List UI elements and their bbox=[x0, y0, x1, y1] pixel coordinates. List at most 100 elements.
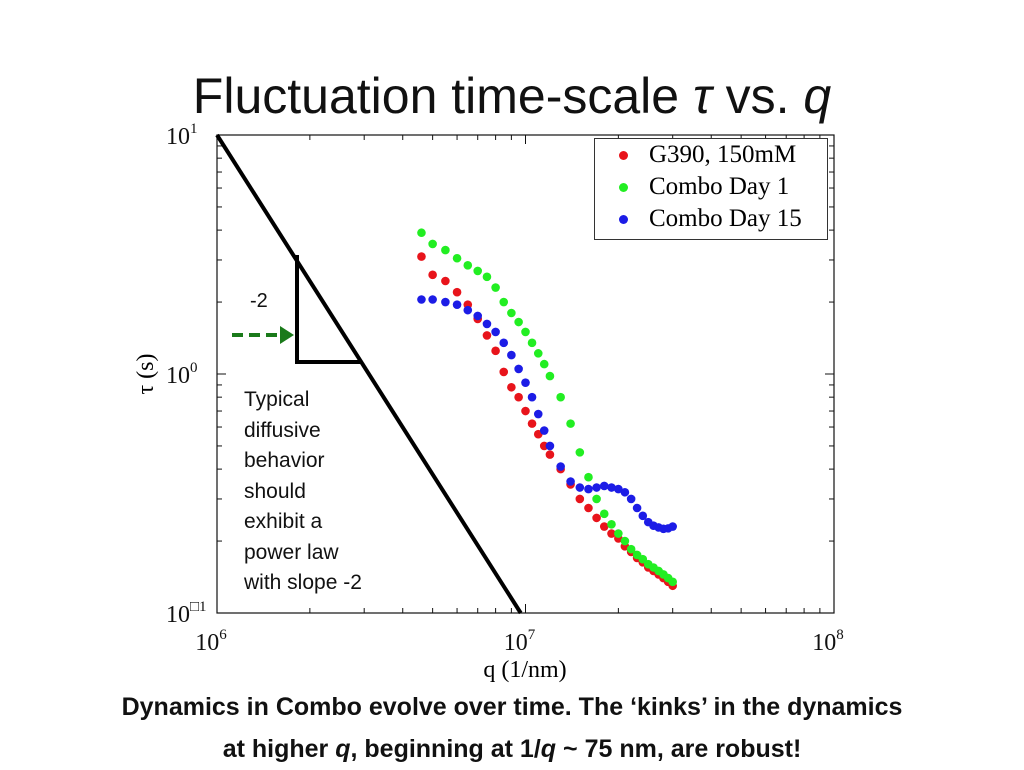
data-point-series-2 bbox=[463, 260, 473, 270]
data-point-series-3 bbox=[452, 300, 462, 309]
y-tick-label: 101 bbox=[166, 121, 198, 150]
tick-labels: 106 107 108 101 100 10□1 bbox=[166, 121, 844, 656]
data-point-series-3 bbox=[507, 350, 516, 360]
data-point-series-3 bbox=[614, 484, 623, 494]
data-point-series-2 bbox=[533, 349, 543, 358]
data-point-series-1 bbox=[452, 287, 462, 297]
title-tau: τ bbox=[693, 68, 712, 124]
data-point-series-3 bbox=[417, 295, 426, 304]
diffusive-note: Typical diffusive behavior should exhibi… bbox=[244, 385, 394, 599]
data-point-series-2 bbox=[614, 529, 623, 538]
data-point-series-1 bbox=[575, 494, 585, 504]
legend-marker bbox=[619, 151, 628, 160]
data-point-series-3 bbox=[556, 462, 565, 471]
data-point-series-2 bbox=[507, 308, 516, 318]
data-point-series-2 bbox=[592, 494, 601, 504]
data-point-series-2 bbox=[482, 272, 492, 282]
legend-item: Combo Day 1 bbox=[595, 171, 827, 203]
note-line: Typical bbox=[244, 388, 310, 411]
slope-label: -2 bbox=[250, 290, 268, 312]
data-point-series-1 bbox=[592, 513, 601, 523]
caption-line-2: at higher q, beginning at 1/q ~ 75 nm, a… bbox=[0, 728, 1024, 770]
legend-label: Combo Day 1 bbox=[649, 173, 790, 200]
data-point-series-2 bbox=[620, 536, 630, 546]
data-point-series-1 bbox=[507, 382, 516, 392]
note-line: should bbox=[244, 479, 306, 503]
data-points bbox=[417, 228, 677, 591]
data-point-series-3 bbox=[428, 295, 437, 304]
slide-title: Fluctuation time-scale τ vs. q bbox=[0, 66, 1024, 126]
data-point-series-2 bbox=[599, 509, 609, 519]
data-point-series-3 bbox=[575, 483, 585, 492]
title-vs: vs. bbox=[711, 68, 804, 124]
data-point-series-3 bbox=[441, 297, 450, 307]
data-point-series-3 bbox=[521, 378, 530, 387]
title-text: Fluctuation time-scale bbox=[192, 68, 693, 124]
data-point-series-3 bbox=[668, 522, 677, 531]
legend-marker bbox=[619, 215, 628, 224]
legend-item: G390, 150mM bbox=[595, 139, 827, 171]
caption-line-1: Dynamics in Combo evolve over time. The … bbox=[121, 693, 903, 721]
data-point-series-2 bbox=[473, 266, 483, 276]
title-q: q bbox=[803, 68, 832, 124]
data-point-series-2 bbox=[545, 371, 555, 381]
legend-item: Combo Day 15 bbox=[595, 203, 827, 235]
data-point-series-2 bbox=[441, 245, 450, 255]
data-point-series-1 bbox=[521, 406, 530, 416]
data-point-series-2 bbox=[638, 554, 648, 564]
data-point-series-1 bbox=[491, 346, 500, 356]
data-point-series-2 bbox=[491, 283, 500, 292]
data-point-series-3 bbox=[584, 484, 593, 494]
data-point-series-3 bbox=[527, 392, 537, 402]
slide-caption: Dynamics in Combo evolve over time. The … bbox=[0, 686, 1024, 770]
data-point-series-1 bbox=[584, 503, 593, 513]
caption-q: q bbox=[335, 735, 351, 763]
y-tick-label: 100 bbox=[166, 360, 198, 389]
legend-label: Combo Day 15 bbox=[649, 205, 802, 232]
note-line: diffusive bbox=[244, 418, 321, 442]
data-point-series-3 bbox=[638, 511, 648, 521]
data-point-series-3 bbox=[473, 311, 483, 321]
data-point-series-2 bbox=[452, 253, 462, 263]
data-point-series-2 bbox=[668, 577, 677, 587]
data-point-series-1 bbox=[417, 252, 426, 261]
data-point-series-3 bbox=[620, 487, 630, 497]
chart-legend: G390, 150mM Combo Day 1 Combo Day 15 bbox=[594, 138, 828, 240]
data-point-series-2 bbox=[521, 327, 530, 337]
data-point-series-2 bbox=[566, 419, 575, 428]
note-line: behavior bbox=[244, 449, 325, 472]
note-line: exhibit a bbox=[244, 510, 323, 533]
x-axis-label: q (1/nm) bbox=[483, 657, 566, 683]
data-point-series-3 bbox=[499, 338, 509, 348]
data-point-series-3 bbox=[592, 483, 601, 492]
caption-text: , beginning at 1/ bbox=[350, 735, 541, 763]
data-point-series-1 bbox=[545, 450, 555, 459]
data-point-series-3 bbox=[632, 503, 642, 513]
data-point-series-3 bbox=[607, 483, 616, 492]
data-point-series-3 bbox=[463, 305, 473, 315]
data-point-series-2 bbox=[499, 297, 509, 307]
data-point-series-3 bbox=[566, 477, 575, 486]
data-point-series-3 bbox=[491, 327, 500, 337]
data-point-series-1 bbox=[599, 522, 609, 531]
slope-triangle bbox=[295, 255, 361, 364]
data-point-series-2 bbox=[428, 239, 437, 249]
x-tick-label: 108 bbox=[812, 627, 844, 656]
legend-marker bbox=[619, 183, 628, 192]
note-line: power law bbox=[244, 540, 339, 564]
green-arrow-icon bbox=[232, 326, 294, 344]
data-point-series-3 bbox=[539, 426, 549, 435]
caption-text: at higher bbox=[222, 735, 336, 763]
data-point-series-1 bbox=[482, 331, 492, 340]
data-point-series-3 bbox=[545, 441, 555, 451]
data-point-series-2 bbox=[527, 338, 537, 348]
x-tick-label: 107 bbox=[504, 627, 536, 656]
data-point-series-1 bbox=[441, 276, 450, 286]
data-point-series-3 bbox=[482, 319, 492, 329]
data-point-series-3 bbox=[626, 494, 636, 504]
data-point-series-1 bbox=[428, 270, 437, 280]
data-point-series-3 bbox=[599, 481, 609, 491]
data-point-series-2 bbox=[539, 359, 549, 369]
y-axis-label: τ (s) bbox=[133, 354, 159, 395]
